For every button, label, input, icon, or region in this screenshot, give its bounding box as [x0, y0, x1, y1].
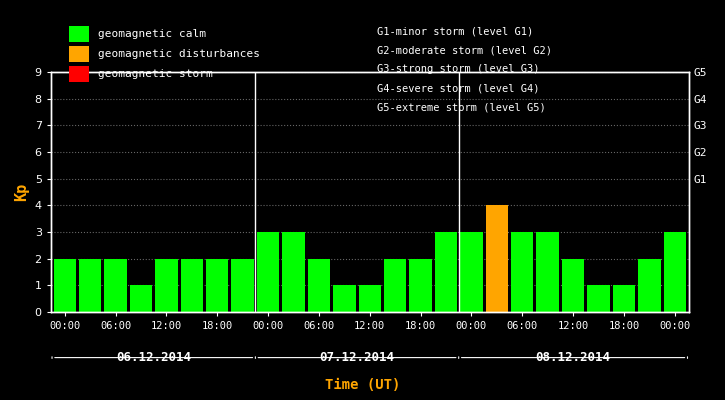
Y-axis label: Kp: Kp	[14, 183, 29, 201]
Bar	[663, 232, 686, 312]
Bar	[613, 285, 635, 312]
Bar	[486, 205, 508, 312]
Bar	[206, 259, 228, 312]
Text: geomagnetic disturbances: geomagnetic disturbances	[98, 49, 260, 59]
Bar	[79, 259, 102, 312]
Bar	[181, 259, 203, 312]
Bar	[435, 232, 457, 312]
Text: G3-strong storm (level G3): G3-strong storm (level G3)	[377, 64, 539, 74]
Bar	[231, 259, 254, 312]
Bar	[257, 232, 279, 312]
Text: geomagnetic storm: geomagnetic storm	[98, 69, 212, 79]
Bar	[130, 285, 152, 312]
Text: 08.12.2014: 08.12.2014	[536, 351, 610, 364]
Bar	[307, 259, 330, 312]
Bar	[562, 259, 584, 312]
Bar	[460, 232, 483, 312]
Bar	[54, 259, 76, 312]
Text: G4-severe storm (level G4): G4-severe storm (level G4)	[377, 84, 539, 94]
Bar	[536, 232, 559, 312]
Bar	[282, 232, 304, 312]
Text: G5-extreme storm (level G5): G5-extreme storm (level G5)	[377, 103, 546, 113]
Bar	[638, 259, 660, 312]
Text: G2-moderate storm (level G2): G2-moderate storm (level G2)	[377, 45, 552, 55]
Text: Time (UT): Time (UT)	[325, 378, 400, 392]
Bar	[359, 285, 381, 312]
Text: G1-minor storm (level G1): G1-minor storm (level G1)	[377, 26, 534, 36]
Text: 06.12.2014: 06.12.2014	[116, 351, 191, 364]
Bar	[384, 259, 406, 312]
Bar	[410, 259, 432, 312]
Bar	[511, 232, 534, 312]
Text: geomagnetic calm: geomagnetic calm	[98, 29, 206, 39]
Bar	[155, 259, 178, 312]
Bar	[587, 285, 610, 312]
Bar	[104, 259, 127, 312]
Text: 07.12.2014: 07.12.2014	[320, 351, 394, 364]
Bar	[334, 285, 355, 312]
